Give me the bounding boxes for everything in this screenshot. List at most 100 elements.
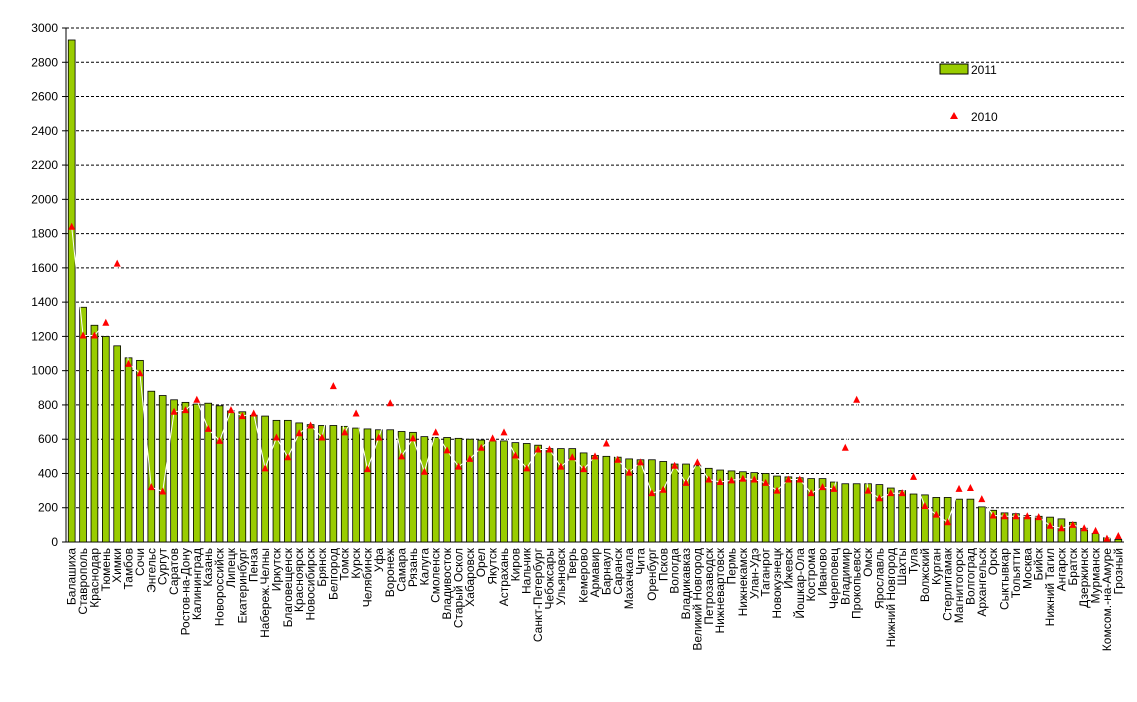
x-tick-label: Волгоград	[963, 548, 977, 605]
marker-2010	[1012, 512, 1020, 520]
bar-2011	[989, 509, 997, 543]
x-tick-label: Иркутск	[269, 547, 283, 591]
x-tick-label: Ульяновск	[554, 547, 568, 605]
y-tick-label: 400	[38, 466, 58, 480]
marker-2010	[614, 455, 622, 463]
bar-2011	[375, 429, 383, 543]
bar-2011	[818, 478, 827, 543]
x-tick-label: Псков	[656, 548, 670, 581]
y-tick-label: 1200	[31, 329, 58, 343]
bar-2011	[295, 422, 304, 543]
marker-2010	[125, 359, 133, 367]
marker-2010	[216, 436, 224, 444]
x-tick-label: Мурманск	[1089, 547, 1103, 603]
bar-2011	[784, 476, 793, 543]
marker-2010	[375, 433, 383, 441]
bar-2011	[409, 431, 417, 543]
legend-label-2011: 2011	[971, 63, 997, 77]
x-tick-label: Владикавказ	[679, 548, 693, 620]
x-tick-label: Челябинск	[360, 547, 374, 607]
marker-2010	[1057, 524, 1065, 532]
marker-2010	[147, 483, 155, 491]
marker-2010	[773, 486, 781, 494]
marker-2010	[170, 407, 178, 415]
bar-2011	[147, 390, 156, 543]
marker-2010	[932, 510, 940, 518]
x-tick-label: Красноярск	[292, 547, 306, 612]
x-tick-label: Нижний Новгород	[884, 548, 898, 647]
x-tick-label: Ижевск	[781, 547, 795, 589]
marker-2010	[580, 465, 588, 473]
marker-2010	[989, 511, 997, 519]
y-tick-label: 2400	[31, 124, 58, 138]
marker-2010	[272, 433, 280, 441]
marker-2010	[921, 502, 929, 510]
marker-2010	[489, 434, 497, 442]
marker-2010	[705, 475, 713, 483]
x-tick-label: Магнитогорск	[952, 547, 966, 623]
x-tick-label: Кемерово	[577, 548, 591, 603]
bar-2011	[158, 395, 167, 543]
x-tick-label: Якутск	[486, 547, 500, 584]
x-tick-label: Пенза	[247, 548, 261, 582]
bar-2011	[386, 429, 395, 543]
legend-marker-2010	[950, 112, 958, 119]
bar-2011	[557, 448, 565, 543]
x-tick-label: Киров	[508, 548, 522, 581]
marker-2010	[523, 464, 531, 472]
marker-2010	[1114, 532, 1122, 540]
marker-2010	[386, 399, 394, 407]
bar-2011	[204, 402, 213, 543]
bar-2011	[693, 465, 702, 543]
x-tick-label: Сыктывкар	[998, 548, 1012, 610]
legend-label-2010: 2010	[971, 110, 998, 124]
bar-2011	[625, 458, 633, 543]
x-tick-label: Химки	[110, 548, 124, 583]
x-tick-label: Астрахань	[497, 548, 511, 606]
y-tick-label: 800	[38, 398, 58, 412]
marker-2010	[204, 424, 212, 432]
y-axis: 0 200 400 600 800 1000 1200 1400 1600 1800 2000 220…	[31, 21, 1124, 549]
marker-2010	[261, 464, 269, 472]
bar-2011	[545, 448, 554, 543]
bar-2011	[1114, 539, 1123, 543]
marker-2010	[568, 453, 576, 461]
bar-2011	[898, 490, 906, 543]
x-tick-label: Владимир	[838, 548, 852, 605]
x-tick-label: Воронеж	[383, 548, 397, 597]
bar-2011	[682, 463, 690, 543]
marker-2010	[955, 484, 963, 492]
marker-2010	[90, 331, 98, 339]
bar-2011	[67, 39, 76, 543]
x-tick-label: Краснодар	[87, 548, 101, 608]
bar-2011	[397, 431, 406, 543]
marker-2010	[477, 443, 485, 451]
bar-2011	[568, 448, 577, 543]
marker-2010	[329, 382, 337, 390]
x-tick-label: Рязань	[406, 548, 420, 587]
bar-2011	[443, 437, 451, 543]
y-tick-label: 2600	[31, 90, 58, 104]
bar-2011	[79, 306, 87, 543]
marker-2010	[1103, 534, 1111, 542]
x-tick-label: Йошкар-Ола	[792, 548, 807, 619]
bar-2011	[318, 425, 326, 543]
bar-2011	[124, 357, 133, 543]
marker-2010	[910, 472, 918, 480]
marker-2010	[511, 451, 519, 459]
x-tick-label: Махачкала	[622, 548, 636, 610]
x-tick-label: Липецк	[224, 547, 238, 588]
bar-2011	[181, 401, 190, 543]
x-tick-label: Калуга	[417, 548, 431, 586]
marker-2010	[693, 458, 701, 466]
x-tick-label: Вологда	[668, 548, 682, 594]
x-tick-label: Тольятти	[1009, 548, 1023, 598]
marker-2010	[796, 475, 804, 483]
marker-2010	[659, 485, 667, 493]
y-tick-label: 0	[51, 535, 58, 549]
marker-2010	[238, 412, 246, 420]
marker-2010	[1069, 520, 1077, 528]
x-tick-label: Петрозаводск	[702, 547, 716, 624]
x-tick-label: Армавир	[588, 548, 602, 598]
